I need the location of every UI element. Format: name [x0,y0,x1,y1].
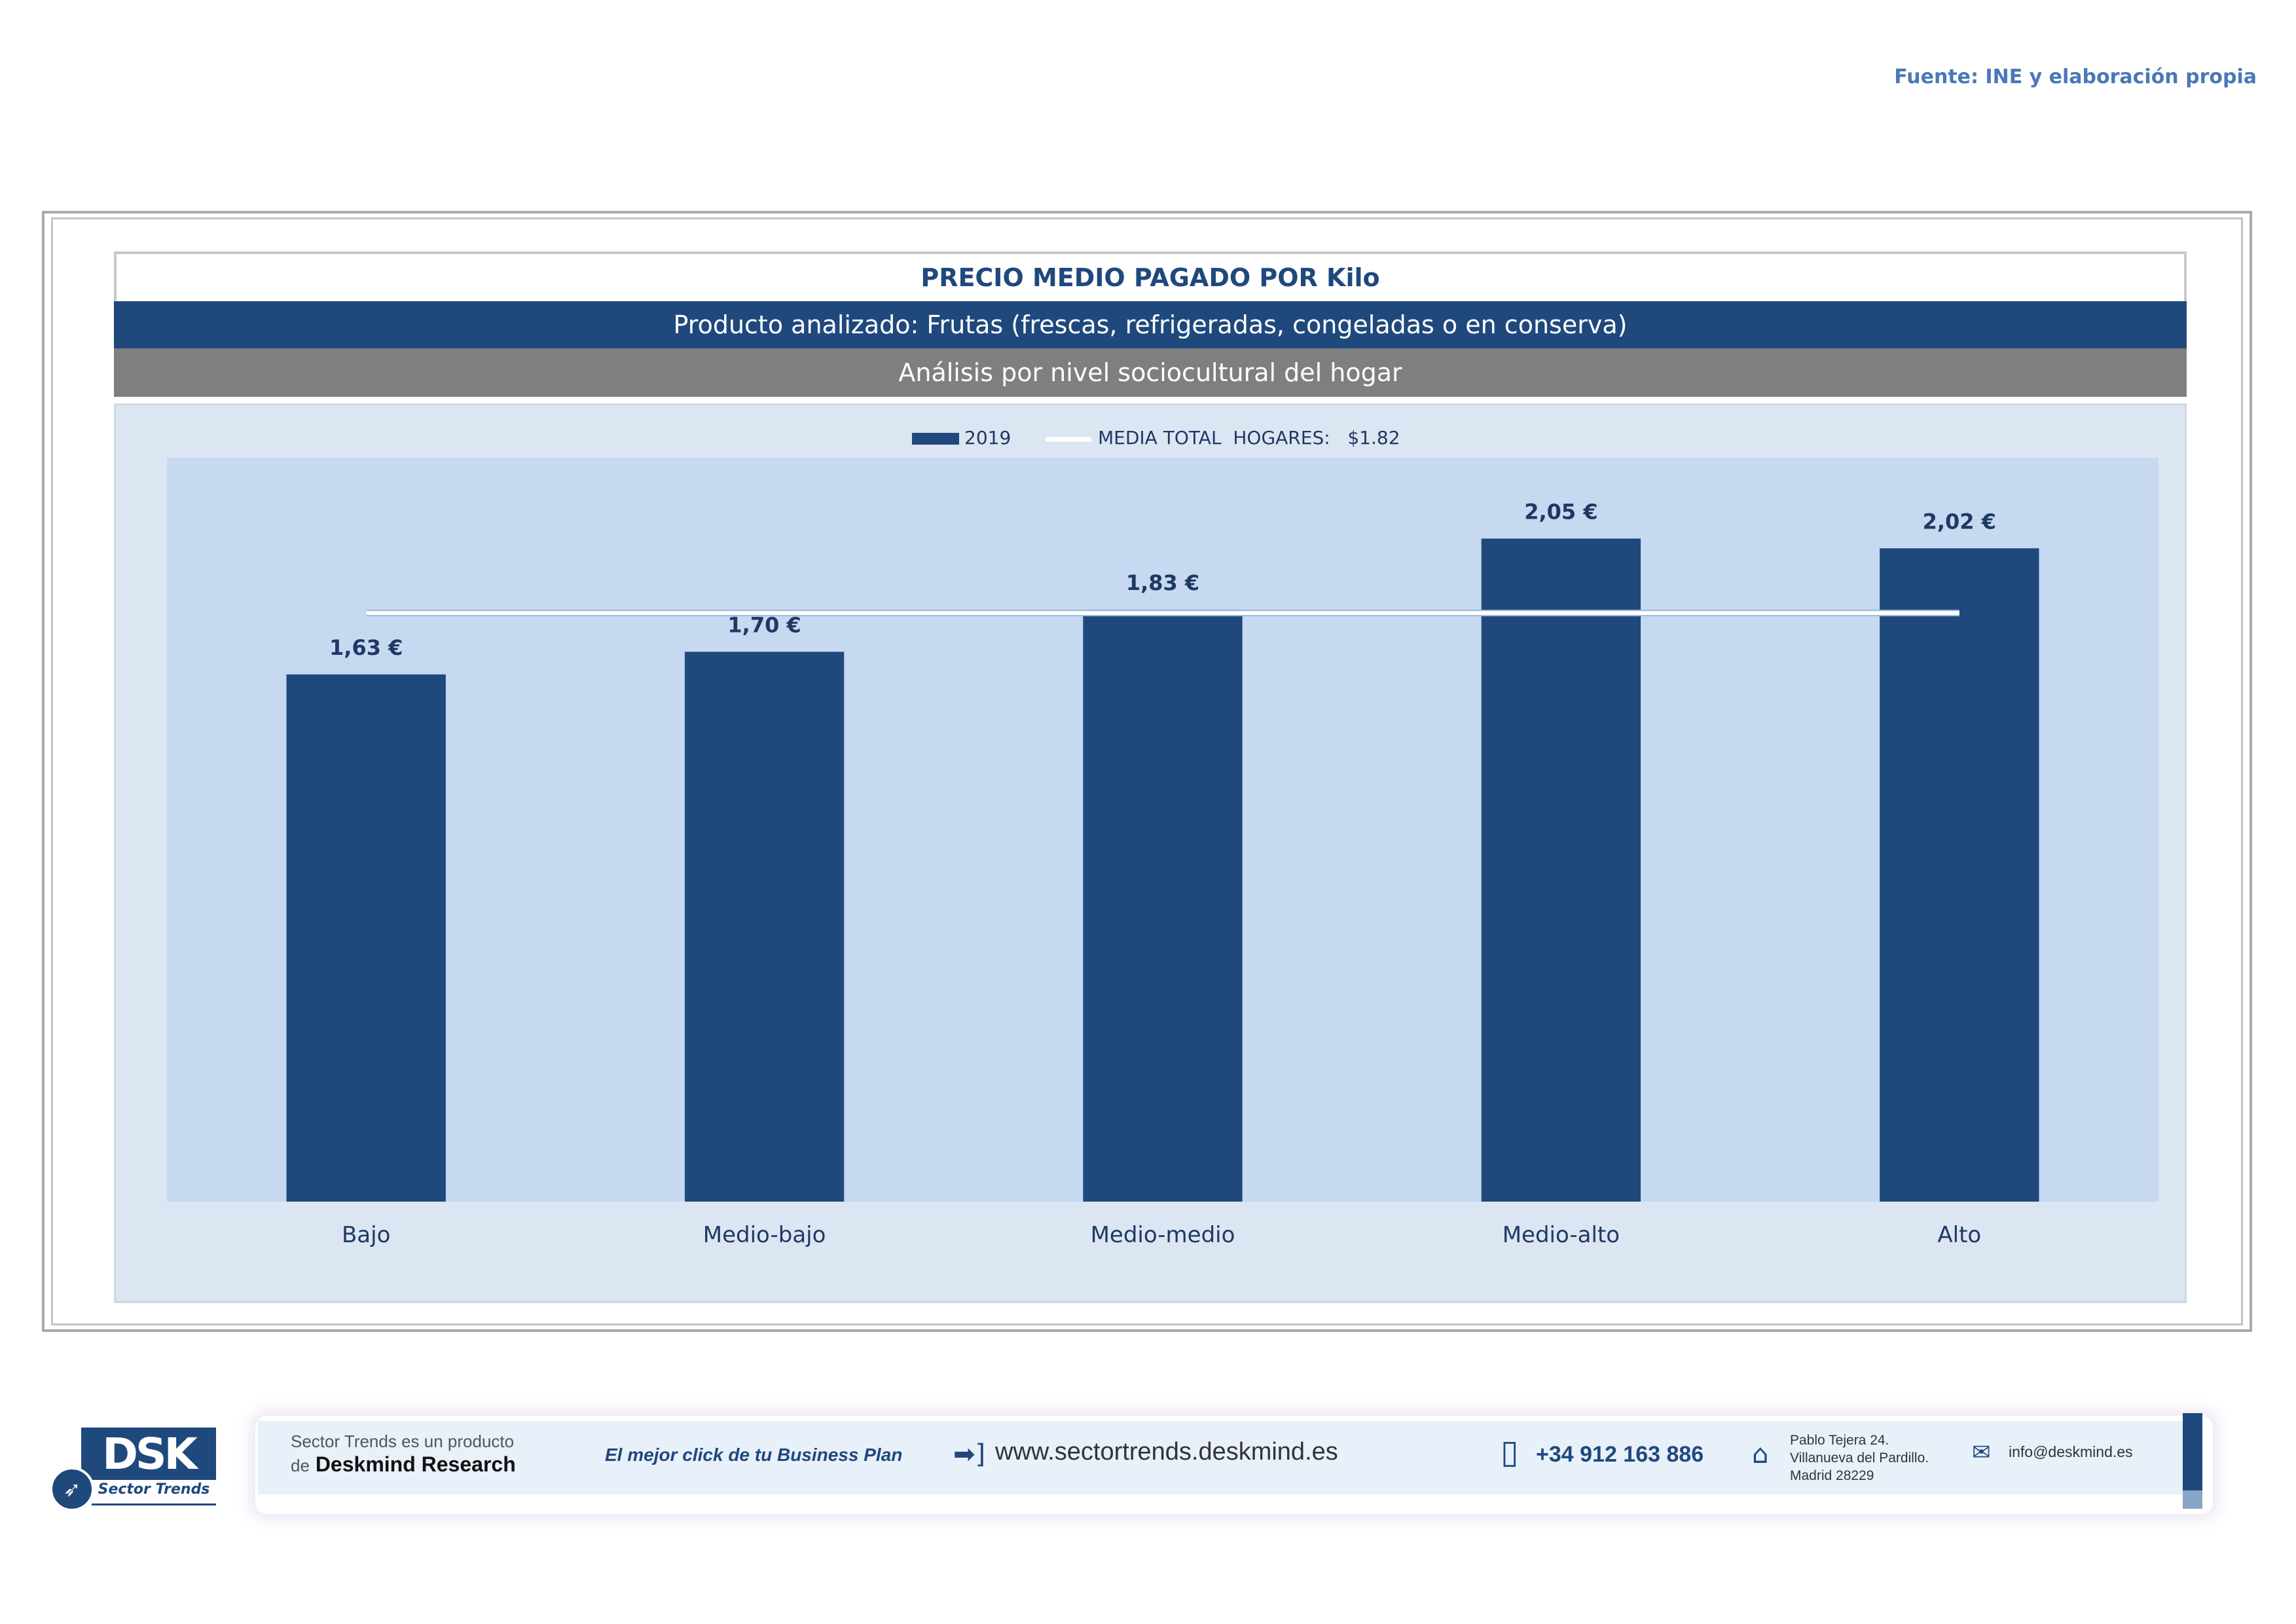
logo-subtitle: Sector Trends [92,1481,216,1505]
home-icon: ⌂ [1752,1439,1769,1469]
phone-number[interactable]: +34 912 163 886 [1536,1442,1704,1467]
source-note: Fuente: INE y elaboración propia [1894,65,2257,88]
data-label: 1,83 € [1126,570,1199,595]
bar-medio-medio [1083,610,1243,1202]
bar-medio-alto [1481,538,1641,1202]
chart-title: PRECIO MEDIO PAGADO POR Kilo [114,251,2187,301]
web-arrow-icon: ➡] [953,1439,986,1469]
data-label: 1,70 € [727,612,801,637]
chart-panel: 1,63 € 1,70 € 1,83 € 2,05 € 2,02 € Bajo Medio-… [114,403,2187,1303]
legend-swatch-2019 [912,433,959,445]
website-link[interactable]: www.sectortrends.deskmind.es [995,1438,1338,1466]
address-line-1: Pablo Tejera 24. [1790,1433,1889,1448]
analysis-band: Análisis por nivel sociocultural del hog… [114,348,2187,397]
data-label: 2,05 € [1524,499,1597,524]
banner-accent-bar-light [2183,1490,2202,1509]
category-label: Alto [1937,1222,1981,1248]
phone-icon: ▯ [1501,1433,1519,1471]
slogan: El mejor click de tu Business Plan [605,1445,903,1465]
category-label: Medio-alto [1503,1222,1620,1248]
company-name: Deskmind Research [315,1452,516,1476]
tagline-line-1: Sector Trends es un producto [291,1431,515,1451]
outer-frame [42,211,2252,1332]
footer: DSK Sector Trends ➶ Sector Trends es un … [0,1401,2296,1559]
address-line-2: Villanueva del Pardillo. [1790,1450,1929,1466]
address-line-3: Madrid 28229 [1790,1468,1874,1483]
rocket-icon: ➶ [50,1467,94,1511]
bar-medio-bajo [684,652,845,1202]
bar-chart: 1,63 € 1,70 € 1,83 € 2,05 € 2,02 € Bajo Medio-… [167,427,2159,1248]
inner-frame [51,217,2243,1325]
legend-label-2019: 2019 [964,427,1011,449]
category-label: Bajo [342,1222,390,1248]
dsk-logo: DSK [81,1428,216,1480]
email-link[interactable]: info@deskmind.es [2009,1443,2133,1460]
address: Pablo Tejera 24. Villanueva del Pardillo… [1790,1431,1929,1485]
footer-banner-strip [258,1421,2183,1494]
tagline-line-2: de Deskmind Research [291,1452,516,1477]
data-label: 1,63 € [329,635,403,660]
category-label: Medio-medio [1091,1222,1235,1248]
category-label: Medio-bajo [703,1222,826,1248]
tagline-prefix: de [291,1456,310,1475]
bar-alto [1880,548,2039,1202]
product-band: Producto analizado: Frutas (frescas, ref… [114,301,2187,348]
bar-bajo [286,674,446,1202]
mail-icon: ✉ [1972,1439,1991,1466]
data-label: 2,02 € [1923,509,1996,534]
legend-label-average: MEDIA TOTAL HOGARES: $1.82 [1098,427,1400,449]
